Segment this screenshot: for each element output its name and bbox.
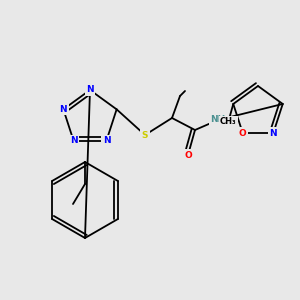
Text: N: N xyxy=(86,85,94,94)
Text: N: N xyxy=(269,128,277,137)
Text: CH₃: CH₃ xyxy=(220,118,237,127)
Text: S: S xyxy=(142,130,148,140)
Text: N: N xyxy=(103,136,110,145)
Text: N: N xyxy=(70,136,77,145)
Text: O: O xyxy=(184,151,192,160)
Text: N: N xyxy=(60,105,67,114)
Text: O: O xyxy=(239,128,247,137)
Text: NH: NH xyxy=(210,116,226,124)
